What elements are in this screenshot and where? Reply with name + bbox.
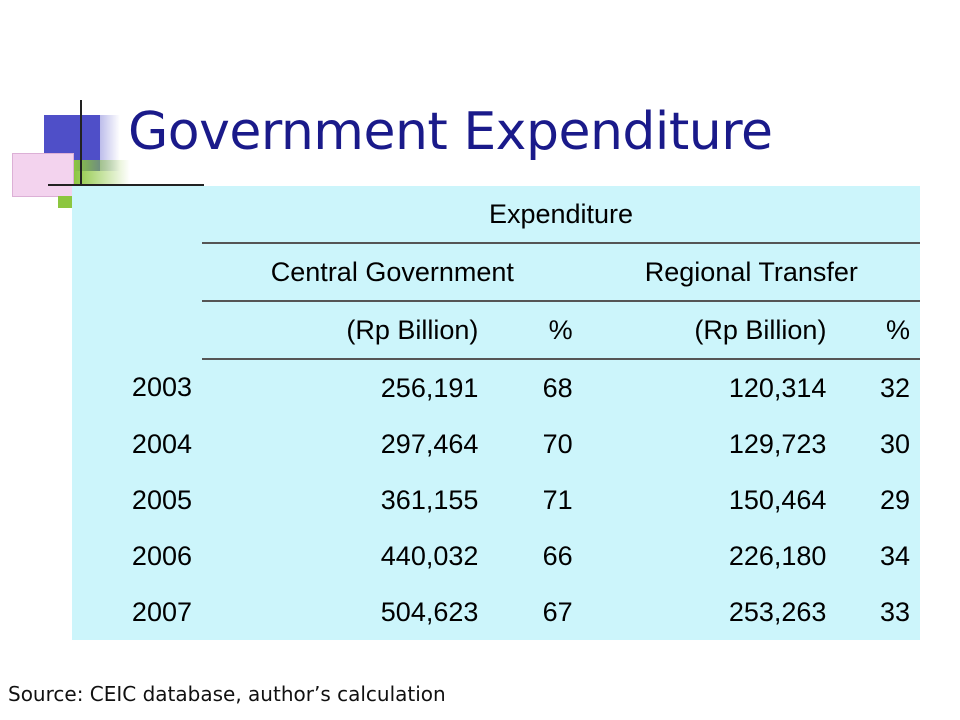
slide-title: Government Expenditure: [128, 102, 773, 162]
table-row: 2006 440,032 66 226,180 34: [72, 528, 920, 584]
expenditure-table: Expenditure Central Government Regional …: [72, 186, 920, 640]
central-pct-cell: 71: [542, 484, 573, 515]
regional-rp-cell: 253,263: [728, 596, 827, 627]
central-pct-cell: 70: [542, 428, 573, 459]
central-pct-cell: 66: [542, 540, 573, 571]
table-row: 2007 504,623 67 253,263 33: [72, 584, 920, 640]
unit-central-rp: (Rp Billion): [202, 301, 489, 360]
central-pct-cell: 68: [542, 372, 573, 403]
unit-regional-pct: %: [836, 301, 920, 360]
regional-pct-cell: 29: [879, 484, 910, 515]
regional-pct-cell: 30: [879, 428, 910, 459]
central-rp-cell: 440,032: [380, 540, 479, 571]
ornament-horizontal-line: [48, 184, 204, 186]
central-rp-cell: 297,464: [380, 428, 479, 459]
table-row: 2004 297,464 70 129,723 30: [72, 416, 920, 472]
corner-cell: [72, 186, 202, 359]
regional-rp-cell: 226,180: [728, 540, 827, 571]
year-cell: 2003: [131, 372, 192, 402]
central-pct-cell: 67: [542, 596, 573, 627]
ornament-green-square: [58, 196, 74, 208]
regional-pct-cell: 34: [879, 540, 910, 571]
ornament-pink-outline: [12, 153, 74, 197]
unit-regional-rp: (Rp Billion): [582, 301, 837, 360]
regional-rp-cell: 120,314: [728, 372, 827, 403]
regional-rp-cell: 150,464: [728, 484, 827, 515]
regional-rp-cell: 129,723: [728, 428, 827, 459]
table-row: 2005 361,155 71 150,464 29: [72, 472, 920, 528]
central-rp-cell: 256,191: [380, 372, 479, 403]
central-rp-cell: 361,155: [380, 484, 479, 515]
ornament-vertical-line: [80, 100, 82, 192]
ornament-pink-square: [12, 153, 74, 197]
table-subheader-row: Central Government Regional Transfer: [72, 243, 920, 302]
header-expenditure: Expenditure: [202, 186, 920, 244]
year-cell: 2007: [131, 596, 192, 627]
regional-pct-cell: 32: [879, 372, 910, 403]
header-central-government: Central Government: [202, 243, 583, 302]
regional-pct-cell: 33: [879, 596, 910, 627]
central-rp-cell: 504,623: [380, 596, 479, 627]
table-units-row: (Rp Billion) % (Rp Billion) %: [72, 301, 920, 360]
table-row: 2003 256,191 68 120,314 32: [72, 359, 920, 416]
year-cell: 2004: [131, 428, 192, 459]
table-header-row: Expenditure: [72, 186, 920, 244]
header-regional-transfer: Regional Transfer: [582, 243, 920, 302]
unit-central-pct: %: [488, 301, 583, 360]
source-note: Source: CEIC database, author’s calculat…: [8, 682, 446, 706]
year-cell: 2006: [131, 540, 192, 571]
year-cell: 2005: [131, 484, 192, 515]
